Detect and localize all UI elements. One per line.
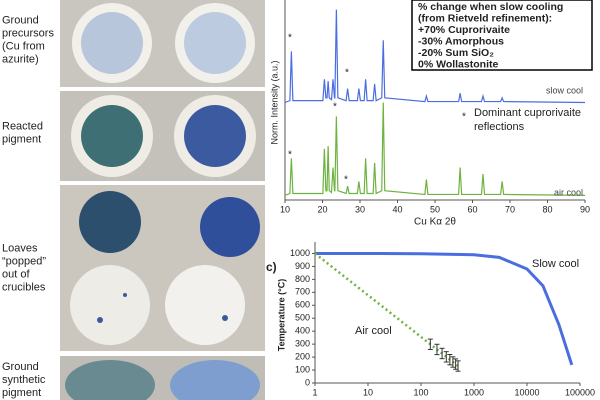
photo-label: crucibles: [2, 281, 46, 293]
info-box-line: -20% Sum SiO₂: [418, 47, 494, 59]
y-tick-label: 0: [305, 377, 310, 387]
y-tick-label: 500: [295, 313, 310, 323]
star: *: [288, 33, 292, 44]
series-line: [284, 9, 586, 104]
x-tick-label: 50: [430, 204, 440, 214]
star: *: [333, 102, 337, 113]
y-tick-label: 1000: [290, 248, 310, 258]
x-tick-label: 70: [505, 204, 515, 214]
x-axis-label: Cu Kα 2θ: [414, 217, 456, 228]
x-tick-label: 20: [317, 204, 327, 214]
x-tick-label: 1: [312, 387, 317, 397]
powder: [65, 360, 155, 400]
note: reflections: [474, 121, 525, 133]
star: *: [288, 150, 292, 161]
y-axis-label: Temperature (°C): [276, 279, 286, 351]
info-box-line: % change when slow cooling: [418, 1, 563, 13]
powder: [81, 12, 143, 74]
bowl: [70, 265, 150, 345]
pigment: [81, 105, 143, 167]
info-box-line: (from Rietveld refinement):: [418, 12, 552, 24]
x-tick-label: 60: [467, 204, 477, 214]
x-tick-label: 1000: [464, 387, 484, 397]
series-label: air cool: [554, 187, 583, 197]
note: Dominant cuprorivaite: [474, 107, 581, 119]
photo-label: azurite): [2, 53, 39, 65]
photo-label: Reacted: [2, 120, 43, 132]
info-box: [411, 0, 593, 71]
x-tick-label: 10000: [514, 387, 539, 397]
x-tick-label: 40: [392, 204, 402, 214]
y-tick-label: 400: [295, 326, 310, 336]
pigment: [184, 105, 246, 167]
photo-label: “popped”: [2, 255, 46, 267]
y-axis-label: Norm. Intensity (a.u.): [269, 60, 279, 144]
speck: [222, 315, 228, 321]
x-tick-label: 80: [542, 204, 552, 214]
photo-label: Loaves: [2, 242, 38, 254]
speck: [97, 317, 103, 323]
photo-label: Ground: [2, 361, 39, 373]
x-tick-label: 100: [413, 387, 428, 397]
info-box-line: -30% Amorphous: [418, 35, 504, 47]
x-tick-label: 90: [580, 204, 590, 214]
y-tick-label: 700: [295, 287, 310, 297]
photo-label: pigment: [2, 133, 41, 145]
bowl: [165, 265, 245, 345]
panel-label: c): [266, 260, 277, 274]
photo-label: out of: [2, 268, 30, 280]
loaf: [200, 197, 260, 257]
series-line: [315, 251, 574, 366]
x-tick-label: 10: [363, 387, 373, 397]
speck: [123, 293, 127, 297]
y-tick-label: 300: [295, 339, 310, 349]
photo-label: Ground: [2, 14, 39, 26]
y-tick-label: 200: [295, 351, 310, 361]
info-box-line: 0% Wollastonite: [418, 58, 498, 70]
series-line: [284, 102, 586, 196]
y-tick-label: 800: [295, 274, 310, 284]
photos: [60, 0, 265, 400]
series-label: Slow cool: [532, 258, 579, 270]
y-tick-label: 900: [295, 261, 310, 271]
series-label: slow cool: [546, 85, 583, 95]
photo-label: synthetic: [2, 374, 46, 386]
series-label: Air cool: [355, 325, 392, 337]
y-tick-label: 100: [295, 364, 310, 374]
x-tick-label: 30: [355, 204, 365, 214]
star: *: [462, 112, 466, 123]
powder: [184, 12, 246, 74]
photo-label: precursors: [2, 27, 54, 39]
star: *: [344, 175, 348, 186]
photo-label: (Cu from: [2, 40, 45, 52]
x-tick-label: 100000: [565, 387, 595, 397]
info-box-line: +70% Cuprorivaite: [418, 24, 510, 36]
loaf: [79, 191, 141, 253]
photo-label: pigment: [2, 387, 41, 399]
star: *: [345, 68, 349, 79]
y-tick-label: 600: [295, 300, 310, 310]
x-tick-label: 10: [280, 204, 290, 214]
powder: [170, 360, 260, 400]
